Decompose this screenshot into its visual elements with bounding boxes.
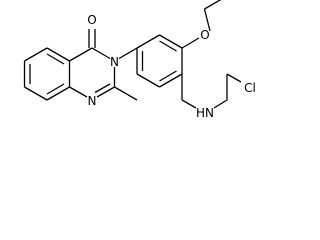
atom-label: N	[110, 55, 119, 69]
atom-label: O	[87, 13, 96, 27]
structure-diagram: O N N O HN Cl	[23, 0, 256, 120]
atom-labels: O N N O HN Cl	[87, 13, 256, 120]
atom-label: HN	[196, 106, 214, 120]
atom-label: O	[200, 28, 209, 42]
atom-label: N	[88, 94, 97, 108]
bonds	[23, 0, 242, 109]
atom-label: Cl	[244, 81, 256, 95]
